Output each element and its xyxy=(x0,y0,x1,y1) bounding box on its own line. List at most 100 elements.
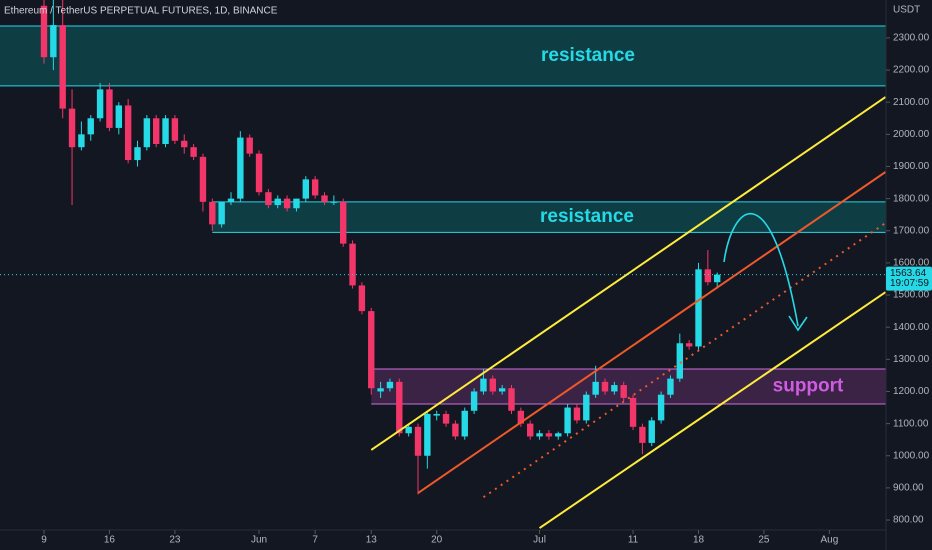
y-tick-label: 2000.00 xyxy=(893,129,930,140)
y-tick-label: 1100.00 xyxy=(893,418,929,429)
candle-body xyxy=(115,105,122,128)
candle-body xyxy=(218,201,225,225)
candle-body xyxy=(592,381,599,395)
candle-body xyxy=(442,413,450,424)
y-tick-label: 2100.00 xyxy=(893,97,930,108)
y-tick-label: 900.00 xyxy=(893,483,924,494)
trend-lines xyxy=(370,96,886,529)
candle-body xyxy=(368,311,375,389)
zones: resistance resistance support xyxy=(0,25,886,405)
candle-body xyxy=(59,25,66,109)
candle-body xyxy=(50,25,57,58)
x-tick-label: 25 xyxy=(758,535,770,546)
candle-body xyxy=(96,89,104,119)
candle-body xyxy=(87,118,94,135)
x-tick-label: 11 xyxy=(628,535,639,546)
candle-body xyxy=(583,394,590,421)
candle-body xyxy=(153,118,160,144)
candle-body xyxy=(124,105,132,161)
y-tick-label: 1800.00 xyxy=(893,193,930,204)
candle-body xyxy=(162,118,169,144)
y-tick-label: 1200.00 xyxy=(893,386,930,397)
candle-body xyxy=(340,201,347,244)
y-tick-label: 1300.00 xyxy=(893,354,930,365)
trend-line xyxy=(538,291,886,529)
candle-body xyxy=(498,388,506,392)
candle-body xyxy=(452,423,459,437)
candle-body xyxy=(564,407,571,434)
last-price-label: 1563.64 xyxy=(890,268,927,279)
candles xyxy=(40,0,721,495)
candle-body xyxy=(209,201,216,225)
candle-body xyxy=(377,388,384,392)
candle-body xyxy=(255,153,263,193)
candle-body xyxy=(40,5,48,58)
candle-body xyxy=(199,156,207,202)
zone-label: support xyxy=(773,376,844,397)
y-tick-label: 800.00 xyxy=(893,515,924,526)
candle-body xyxy=(190,147,197,157)
candle-body xyxy=(676,343,683,379)
candle-body xyxy=(171,118,179,141)
candle-body xyxy=(704,269,712,283)
candle-body xyxy=(601,381,609,392)
y-tick-label: 1600.00 xyxy=(893,258,930,269)
candle-body xyxy=(274,198,281,206)
candle-body xyxy=(181,140,188,148)
forecast-arrow xyxy=(723,212,808,332)
candle-body xyxy=(685,343,693,347)
arrow-head xyxy=(788,315,808,332)
candle-body xyxy=(78,134,85,148)
candle-body xyxy=(508,388,515,411)
candle-body xyxy=(714,274,721,283)
candle-body xyxy=(143,118,151,148)
candle-body xyxy=(527,423,534,437)
y-tick-label: 2300.00 xyxy=(893,33,930,44)
candle-body xyxy=(68,108,76,148)
y-tick-label: 2200.00 xyxy=(893,65,930,76)
candle-body xyxy=(134,147,141,161)
x-tick-label: Jul xyxy=(533,535,546,546)
countdown-label: 19:07:59 xyxy=(890,278,929,289)
candle-body xyxy=(227,198,235,202)
chart-title: Ethereum / TetherUS PERPETUAL FUTURES, 1… xyxy=(4,6,278,17)
candle-body xyxy=(639,426,646,443)
candle-body xyxy=(414,426,422,456)
zone-label: resistance xyxy=(540,206,634,227)
trend-line xyxy=(417,171,886,494)
candle-body xyxy=(311,179,319,196)
y-tick-label: 1900.00 xyxy=(893,161,930,172)
x-tick-label: 9 xyxy=(41,535,47,546)
zone-label: resistance xyxy=(541,45,635,66)
x-tick-label: 16 xyxy=(104,535,116,546)
candle-body xyxy=(405,426,412,434)
y-tick-label: 1400.00 xyxy=(893,322,930,333)
candle-body xyxy=(695,269,702,347)
candle-body xyxy=(358,285,366,312)
candle-body xyxy=(648,420,655,443)
candle-body xyxy=(349,243,356,286)
candle-body xyxy=(283,198,291,209)
zone xyxy=(212,201,886,233)
candle-body xyxy=(237,137,244,199)
candle-body xyxy=(265,192,272,206)
candle-body xyxy=(555,433,562,437)
currency-label: USDT xyxy=(893,5,920,16)
candle-body xyxy=(330,201,338,203)
candle-body xyxy=(433,413,440,416)
candle-body xyxy=(106,89,113,128)
x-tick-label: 18 xyxy=(693,535,705,546)
x-tick-label: 20 xyxy=(431,535,443,546)
candle-body xyxy=(424,413,431,456)
candle-body xyxy=(545,433,553,437)
candle-body xyxy=(386,381,394,389)
x-tick-label: Jun xyxy=(251,535,267,546)
x-tick-label: 23 xyxy=(169,535,181,546)
x-tick-label: Aug xyxy=(821,535,839,546)
candle-body xyxy=(246,137,253,154)
candle-body xyxy=(536,433,543,437)
candle-body xyxy=(657,394,665,421)
y-tick-label: 1000.00 xyxy=(893,450,930,461)
candle-body xyxy=(396,381,403,434)
